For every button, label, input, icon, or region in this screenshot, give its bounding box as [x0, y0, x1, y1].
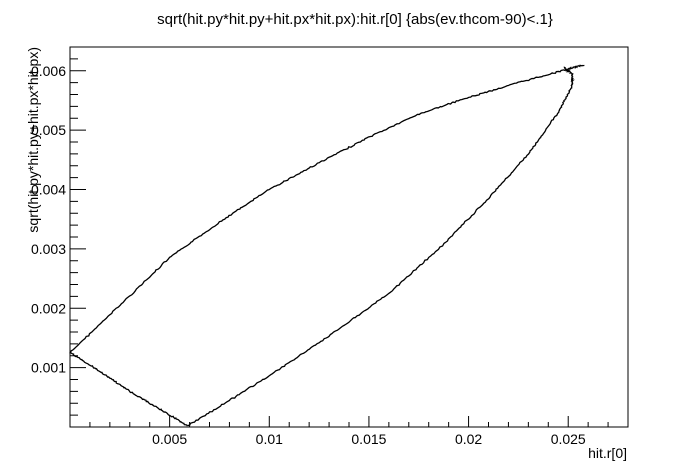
series-line-3 — [187, 66, 576, 427]
axis-ticks: 0.005 0.01 0.015 0.02 0.025 0.001 0.002 0.003 0.… — [31, 46, 629, 447]
x-axis-label: hit.r[0] — [588, 445, 627, 461]
x-tick-label: 0.01 — [256, 431, 283, 447]
series-line-2 — [69, 352, 188, 427]
y-tick-label: 0.002 — [31, 300, 66, 316]
x-tick-label: 0.025 — [551, 431, 586, 447]
chart-title: sqrt(hit.py*hit.py+hit.px*hit.px):hit.r[… — [157, 11, 553, 28]
y-tick-label: 0.005 — [31, 122, 66, 138]
y-tick-label: 0.003 — [31, 241, 66, 257]
y-axis-label: sqrt(hit.py*hit.py+hit.px*hit.px) — [25, 47, 41, 233]
y-tick-label: 0.004 — [31, 182, 66, 198]
x-tick-label: 0.015 — [351, 431, 386, 447]
y-tick-label: 0.001 — [31, 360, 66, 376]
series-line-1 — [69, 64, 585, 354]
x-tick-label: 0.02 — [455, 431, 482, 447]
y-tick-label: 0.006 — [31, 63, 66, 79]
series-layer — [69, 64, 585, 427]
plot-frame — [69, 46, 629, 428]
x-tick-label: 0.005 — [152, 431, 187, 447]
